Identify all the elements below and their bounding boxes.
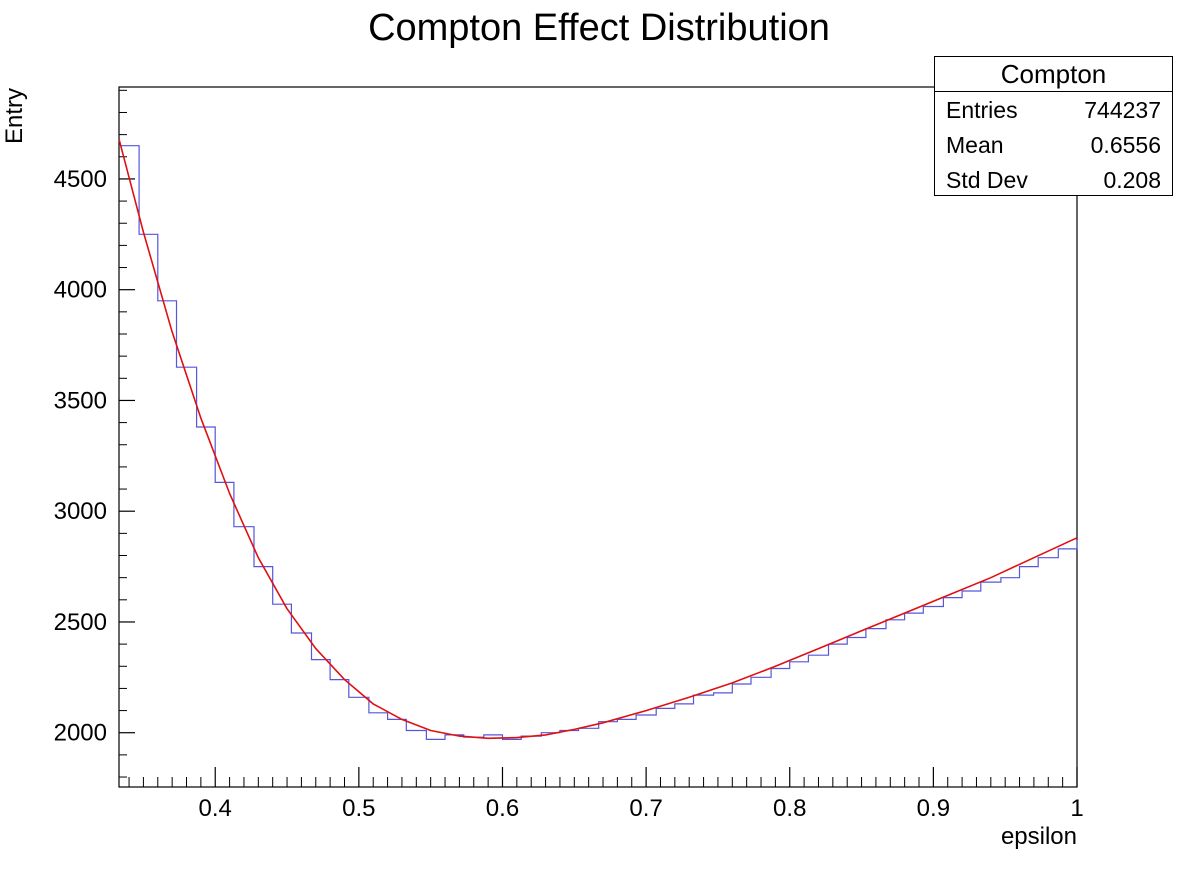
fit-curve-series (118, 138, 1078, 740)
chart-marks (118, 138, 1078, 740)
x-tick-label: 0.7 (629, 795, 662, 822)
y-tick-label: 2000 (54, 720, 107, 747)
stats-key: Entries (946, 97, 1018, 123)
x-tick-label: 0.6 (486, 795, 519, 822)
chart-title: Compton Effect Distribution (368, 7, 830, 49)
stats-title: Compton (935, 57, 1172, 92)
x-tick-label: 0.4 (199, 795, 232, 822)
histogram-series (119, 145, 1078, 740)
x-tick-label: 0.8 (773, 795, 806, 822)
stats-row-entries: Entries 744237 (946, 93, 1161, 127)
x-tick-label: 0.9 (917, 795, 950, 822)
stats-value: 0.208 (1103, 167, 1161, 193)
stats-value: 0.6556 (1090, 132, 1161, 158)
stats-key: Std Dev (946, 167, 1028, 193)
y-axis-label: Entry (1, 88, 28, 144)
y-tick-label: 4500 (54, 166, 107, 193)
plot-frame (118, 86, 1078, 788)
y-axis-ticks: 2000 2500 3000 3500 4000 4500 (54, 89, 135, 778)
stats-value: 744237 (1084, 97, 1161, 123)
stats-box: Compton Entries 744237 Mean 0.6556 Std D… (934, 56, 1173, 196)
x-tick-label: 1 (1070, 795, 1083, 822)
y-tick-label: 3000 (54, 498, 107, 525)
y-tick-label: 3500 (54, 387, 107, 414)
x-axis-ticks: 0.4 0.5 0.6 0.7 0.8 0.9 1 (128, 767, 1084, 822)
stats-key: Mean (946, 132, 1004, 158)
stats-row-mean: Mean 0.6556 (946, 128, 1161, 162)
stats-row-stddev: Std Dev 0.208 (946, 163, 1161, 197)
x-tick-label: 0.5 (342, 795, 375, 822)
y-tick-label: 2500 (54, 609, 107, 636)
y-tick-label: 4000 (54, 277, 107, 304)
x-axis-label: epsilon (1001, 823, 1077, 850)
